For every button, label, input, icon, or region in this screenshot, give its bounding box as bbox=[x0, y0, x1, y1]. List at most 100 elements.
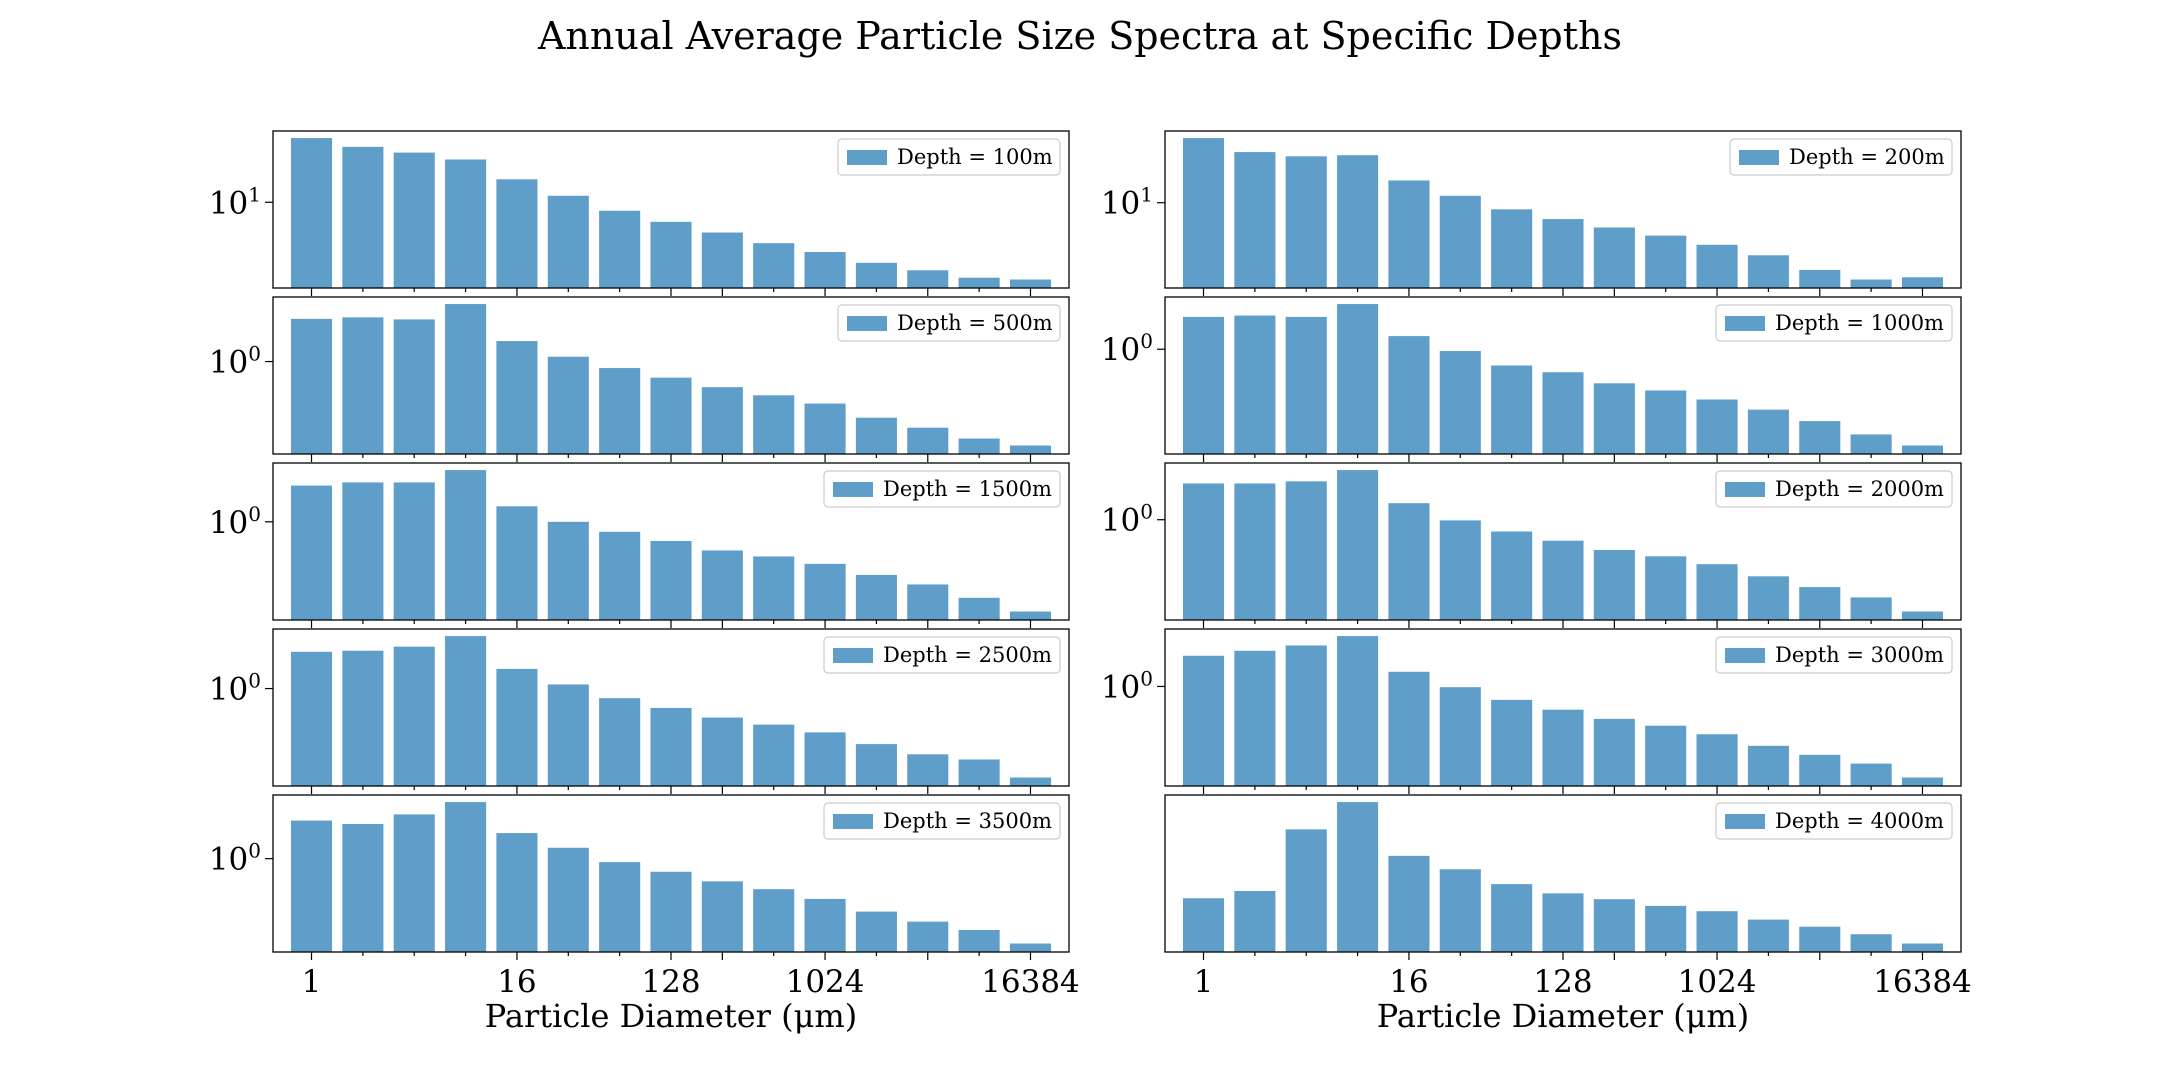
bar bbox=[342, 650, 384, 786]
x-tick-label: 128 bbox=[641, 964, 700, 1000]
bar bbox=[1285, 316, 1327, 454]
bar bbox=[1901, 445, 1944, 454]
y-tick-label: 101 bbox=[209, 182, 261, 221]
bar bbox=[1850, 597, 1892, 620]
bar bbox=[1645, 905, 1687, 952]
y-tick-label: 100 bbox=[1101, 329, 1153, 368]
bar bbox=[290, 138, 333, 288]
bar bbox=[1645, 235, 1687, 288]
x-tick-label: 16384 bbox=[981, 964, 1080, 1000]
bar bbox=[1182, 483, 1225, 620]
legend-swatch bbox=[1725, 648, 1765, 663]
bar bbox=[1234, 152, 1276, 288]
bar bbox=[1234, 650, 1276, 786]
bar bbox=[804, 251, 846, 288]
bar bbox=[753, 395, 795, 454]
legend-box bbox=[1729, 138, 1953, 176]
bar bbox=[599, 862, 641, 952]
bar bbox=[445, 304, 487, 454]
bar bbox=[1901, 777, 1944, 786]
bar bbox=[1747, 576, 1789, 620]
bar bbox=[1009, 445, 1052, 454]
bar bbox=[547, 521, 589, 620]
legend-box bbox=[823, 470, 1061, 508]
legend: Depth = 100m bbox=[837, 138, 1061, 176]
y-tick-label: 100 bbox=[1101, 500, 1153, 539]
bar bbox=[804, 898, 846, 952]
y-tick-label: 100 bbox=[209, 669, 261, 708]
bar bbox=[1182, 316, 1225, 454]
legend-label: Depth = 3500m bbox=[883, 809, 1052, 833]
legend: Depth = 2000m bbox=[1715, 470, 1953, 508]
bar bbox=[1337, 155, 1379, 288]
bar bbox=[496, 341, 538, 454]
bar bbox=[804, 403, 846, 454]
bar bbox=[1747, 255, 1789, 288]
x-tick-label: 16 bbox=[1389, 964, 1428, 1000]
bar bbox=[1850, 434, 1892, 454]
bar bbox=[753, 724, 795, 786]
bar bbox=[804, 563, 846, 620]
legend-label: Depth = 200m bbox=[1789, 145, 1945, 169]
legend-label: Depth = 100m bbox=[897, 145, 1053, 169]
subplot-7: 100 Depth = 2500m bbox=[209, 628, 1070, 794]
bar bbox=[445, 802, 487, 952]
y-tick-label: 100 bbox=[209, 839, 261, 878]
subplot-2: 101 Depth = 200m bbox=[1101, 130, 1962, 296]
bar bbox=[855, 744, 897, 786]
bar bbox=[342, 482, 384, 620]
bar bbox=[1901, 277, 1944, 288]
bar bbox=[547, 847, 589, 952]
y-tick-label: 100 bbox=[209, 502, 261, 541]
x-tick-label: 1024 bbox=[786, 964, 865, 1000]
bar bbox=[1799, 269, 1841, 288]
bar bbox=[1747, 919, 1789, 952]
legend-swatch bbox=[833, 648, 873, 663]
x-tick-label: 16 bbox=[497, 964, 536, 1000]
bar bbox=[701, 387, 743, 454]
legend-box bbox=[823, 636, 1061, 674]
bar bbox=[445, 636, 487, 786]
bar bbox=[342, 824, 384, 952]
bar bbox=[393, 319, 435, 454]
bar bbox=[753, 889, 795, 952]
bar bbox=[290, 820, 333, 952]
y-tick-label: 100 bbox=[1101, 666, 1153, 705]
legend-box bbox=[837, 304, 1061, 342]
legend-box bbox=[1715, 470, 1953, 508]
bar bbox=[290, 651, 333, 786]
bar bbox=[1491, 531, 1533, 620]
x-tick-label: 128 bbox=[1533, 964, 1592, 1000]
legend-label: Depth = 4000m bbox=[1775, 809, 1944, 833]
bar bbox=[1901, 943, 1944, 952]
bar bbox=[445, 159, 487, 288]
bar bbox=[855, 911, 897, 952]
x-tick-label: 16384 bbox=[1873, 964, 1972, 1000]
bar bbox=[1799, 754, 1841, 786]
bar bbox=[907, 584, 949, 620]
bar bbox=[1491, 699, 1533, 786]
legend-label: Depth = 500m bbox=[897, 311, 1053, 335]
bar bbox=[650, 871, 692, 952]
bar bbox=[1234, 483, 1276, 620]
bar bbox=[1696, 734, 1738, 786]
bar bbox=[1696, 564, 1738, 620]
legend-box bbox=[837, 138, 1061, 176]
bar bbox=[1696, 399, 1738, 454]
bar bbox=[701, 717, 743, 786]
bar bbox=[1593, 899, 1635, 952]
subplot-1: 101 Depth = 100m bbox=[209, 130, 1070, 296]
bar bbox=[1234, 315, 1276, 454]
bar bbox=[599, 531, 641, 620]
subplot-6: 100 Depth = 2000m bbox=[1101, 462, 1962, 628]
legend-swatch bbox=[1725, 316, 1765, 331]
subplot-5: 100 Depth = 1500m bbox=[209, 462, 1070, 628]
bar bbox=[496, 833, 538, 952]
bar bbox=[496, 506, 538, 620]
bar bbox=[1645, 390, 1687, 454]
bar bbox=[1337, 802, 1379, 952]
legend-swatch bbox=[1725, 482, 1765, 497]
x-axis-label: Particle Diameter (μm) bbox=[485, 997, 857, 1035]
bar bbox=[547, 684, 589, 786]
bar bbox=[599, 368, 641, 454]
